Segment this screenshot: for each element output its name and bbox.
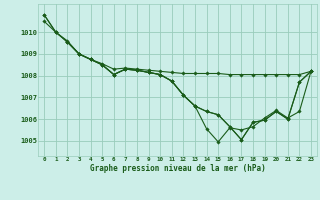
X-axis label: Graphe pression niveau de la mer (hPa): Graphe pression niveau de la mer (hPa) bbox=[90, 164, 266, 173]
